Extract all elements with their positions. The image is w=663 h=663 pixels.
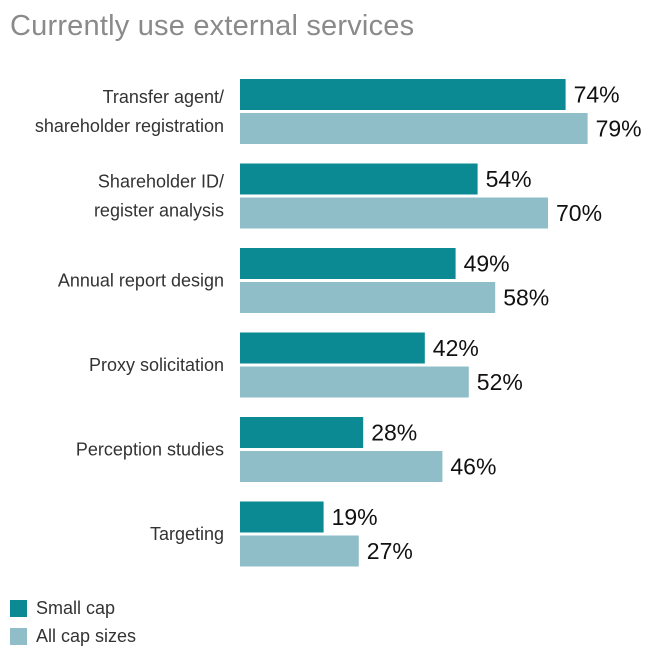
chart-title: Currently use external services — [10, 10, 415, 42]
legend-label-all-cap-sizes: All cap sizes — [36, 625, 137, 646]
category-label-line: Shareholder ID/ — [98, 172, 224, 192]
bar-small-cap-perception-studies — [240, 417, 364, 448]
bar-small-cap-shareholder-id-register-analysis — [240, 163, 478, 195]
bar-small-cap-proxy-solicitation — [240, 332, 425, 364]
category-label-line: register analysis — [94, 201, 224, 221]
value-label-small-cap-targeting: 19% — [332, 504, 378, 530]
category-label-line: Transfer agent/ — [103, 87, 224, 107]
bar-all-cap-sizes-transfer-agent-shareholder-registration — [240, 113, 588, 144]
category-label-shareholder-id-register-analysis: Shareholder ID/register analysis — [94, 172, 224, 221]
value-label-all-cap-sizes-transfer-agent-shareholder-registration: 79% — [596, 116, 642, 142]
bar-chart: Transfer agent/shareholder registration 7… — [35, 79, 642, 567]
legend-item-all-cap-sizes: All cap sizes — [10, 622, 136, 650]
value-label-all-cap-sizes-annual-report-design: 58% — [503, 285, 549, 311]
chart-legend: Small cap All cap sizes — [10, 594, 136, 650]
category-label-line: Proxy solicitation — [89, 355, 224, 375]
value-label-all-cap-sizes-shareholder-id-register-analysis: 70% — [556, 200, 602, 226]
legend-item-small-cap: Small cap — [10, 594, 136, 622]
value-label-all-cap-sizes-proxy-solicitation: 52% — [477, 369, 523, 395]
category-label-targeting: Targeting — [150, 524, 224, 544]
value-label-all-cap-sizes-targeting: 27% — [367, 538, 413, 564]
category-label-perception-studies: Perception studies — [76, 440, 224, 460]
category-label-line: shareholder registration — [35, 116, 224, 136]
category-label-line: Perception studies — [76, 440, 224, 460]
legend-swatch-all-cap-sizes — [10, 627, 27, 645]
bar-small-cap-targeting — [240, 501, 324, 533]
category-label-line: Annual report design — [58, 271, 224, 291]
bar-small-cap-transfer-agent-shareholder-registration — [240, 79, 566, 110]
bar-all-cap-sizes-targeting — [240, 535, 359, 567]
value-label-all-cap-sizes-perception-studies: 46% — [450, 454, 496, 480]
bar-all-cap-sizes-shareholder-id-register-analysis — [240, 197, 548, 229]
legend-swatch-small-cap — [10, 599, 27, 617]
bar-small-cap-annual-report-design — [240, 248, 456, 279]
bar-all-cap-sizes-perception-studies — [240, 451, 443, 482]
bar-all-cap-sizes-proxy-solicitation — [240, 366, 469, 398]
category-label-line: Targeting — [150, 524, 224, 544]
category-label-transfer-agent-shareholder-registration: Transfer agent/shareholder registration — [35, 87, 224, 136]
legend-label-small-cap: Small cap — [36, 597, 116, 618]
category-label-proxy-solicitation: Proxy solicitation — [89, 355, 224, 375]
value-label-small-cap-annual-report-design: 49% — [464, 251, 510, 277]
value-label-small-cap-perception-studies: 28% — [371, 420, 417, 446]
value-label-small-cap-transfer-agent-shareholder-registration: 74% — [574, 82, 620, 108]
category-label-annual-report-design: Annual report design — [58, 271, 224, 291]
bar-all-cap-sizes-annual-report-design — [240, 282, 496, 313]
value-label-small-cap-shareholder-id-register-analysis: 54% — [486, 166, 532, 192]
value-label-small-cap-proxy-solicitation: 42% — [433, 335, 479, 361]
